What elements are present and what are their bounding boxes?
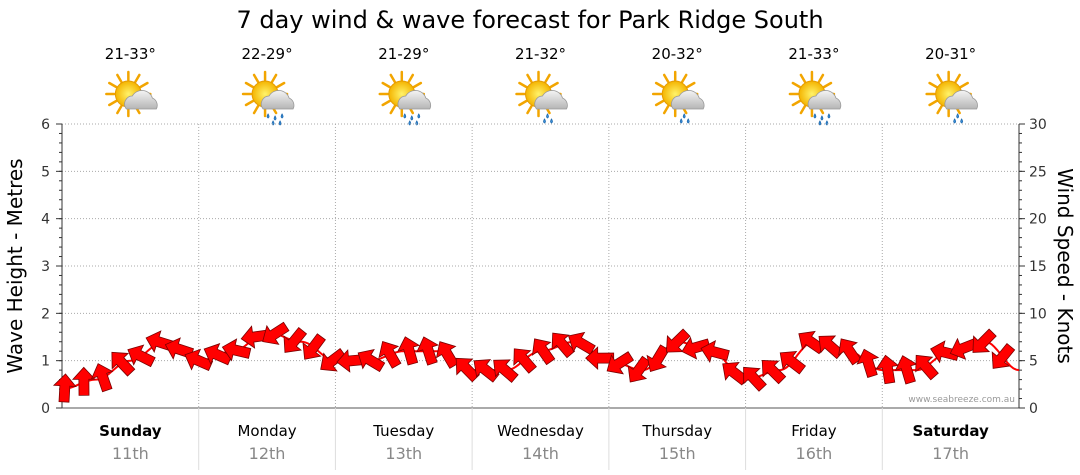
left-tick-label: 4: [41, 212, 50, 228]
wind-arrow: [283, 326, 308, 353]
left-tick-label: 5: [41, 164, 50, 180]
wind-arrow: [378, 340, 402, 369]
day-date-label: 13th: [385, 444, 422, 463]
wind-arrow: [646, 344, 670, 372]
day-date-label: 14th: [522, 444, 559, 463]
wind-arrow: [416, 336, 439, 366]
wind-arrow: [164, 337, 195, 360]
right-axis: 0 5 10 15 20 25 30: [1018, 117, 1047, 417]
day-temperature: 21-29°: [378, 45, 429, 63]
day-temperature: 21-32°: [515, 45, 566, 63]
right-tick-label: 30: [1029, 117, 1047, 133]
wind-arrow: [894, 355, 918, 385]
day-date-label: 11th: [112, 444, 149, 463]
weather-row: 21-33° 22-29° 21-29° 21-32° 20-32° 21-33° 20-3…: [105, 45, 978, 126]
wind-arrow: [743, 366, 767, 392]
wind-arrow: [856, 348, 880, 378]
day-name-label: Friday: [791, 422, 837, 440]
wind-arrow: [779, 350, 807, 375]
left-tick-label: 1: [41, 354, 50, 370]
day-date-label: 17th: [932, 444, 969, 463]
day-labels: Sunday 11th Monday 12th Tuesday 13th Wednesday…: [99, 422, 989, 463]
wind-arrow: [90, 363, 114, 393]
partly-cloudy-shower-icon: [651, 70, 705, 124]
left-axis: 0 1 2 3 4 5 6: [41, 117, 63, 417]
day-date-label: 15th: [659, 444, 696, 463]
wind-arrow: [761, 360, 787, 385]
right-tick-label: 5: [1029, 354, 1038, 370]
left-tick-label: 6: [41, 117, 50, 133]
partly-cloudy-rain-icon: [241, 70, 295, 126]
right-axis-label: Wind Speed - Knots: [1053, 168, 1077, 364]
right-tick-label: 0: [1029, 401, 1038, 417]
day-name-label: Tuesday: [372, 422, 434, 440]
day-name-label: Sunday: [99, 422, 162, 440]
wind-arrow: [568, 331, 596, 355]
day-temperature: 22-29°: [242, 45, 293, 63]
wind-arrow: [357, 349, 386, 373]
wind-arrow: [71, 366, 96, 396]
wind-arrow: [606, 351, 635, 375]
wind-arrow: [262, 321, 290, 345]
wind-arrow: [221, 338, 252, 362]
day-name-label: Monday: [237, 422, 296, 440]
wind-arrow: [875, 354, 900, 385]
wind-arrow: [627, 355, 652, 383]
partly-cloudy-shower-icon: [515, 70, 568, 124]
wind-arrow: [111, 351, 136, 377]
wind-arrow: [320, 348, 347, 372]
wind-arrow: [915, 354, 939, 381]
partly-cloudy-rain-icon: [788, 70, 842, 126]
day-temperature: 20-32°: [652, 45, 703, 63]
left-axis-label: Wave Height - Metres: [3, 158, 27, 373]
right-tick-label: 20: [1029, 212, 1047, 228]
wind-arrow: [972, 328, 997, 353]
wind-arrow: [513, 348, 537, 374]
left-tick-label: 2: [41, 306, 50, 322]
wind-arrow: [397, 336, 421, 366]
wind-arrow: [302, 333, 326, 360]
day-temperature: 21-33°: [788, 45, 839, 63]
day-name-label: Saturday: [912, 422, 989, 440]
wind-arrow: [700, 340, 730, 364]
day-name-label: Wednesday: [497, 422, 584, 440]
left-tick-label: 3: [41, 259, 50, 275]
partly-cloudy-icon: [105, 70, 158, 118]
wind-arrow: [838, 338, 862, 366]
wind-arrow: [991, 343, 1016, 369]
chart-title: 7 day wind & wave forecast for Park Ridg…: [236, 6, 823, 34]
wind-arrow: [127, 344, 156, 368]
partly-cloudy-rain-icon: [378, 70, 432, 126]
left-tick-label: 0: [41, 401, 50, 417]
wind-speed-series: [52, 321, 1020, 403]
day-temperature: 21-33°: [105, 45, 156, 63]
right-tick-label: 25: [1029, 164, 1047, 180]
day-date-label: 16th: [796, 444, 833, 463]
wind-arrow: [666, 328, 691, 353]
right-tick-label: 15: [1029, 259, 1047, 275]
day-temperature: 20-31°: [925, 45, 976, 63]
right-tick-label: 10: [1029, 306, 1047, 322]
wind-arrow: [52, 373, 77, 403]
chart-grid: [62, 123, 1019, 470]
wind-arrow: [949, 337, 979, 360]
wind-arrow: [681, 336, 711, 360]
watermark: www.seabreeze.com.au: [908, 395, 1015, 405]
partly-cloudy-shower-icon: [925, 70, 978, 124]
wind-arrow: [493, 359, 519, 383]
wind-arrow: [531, 338, 556, 366]
day-name-label: Thursday: [641, 422, 712, 440]
day-date-label: 12th: [249, 444, 286, 463]
wind-arrow: [585, 346, 615, 371]
